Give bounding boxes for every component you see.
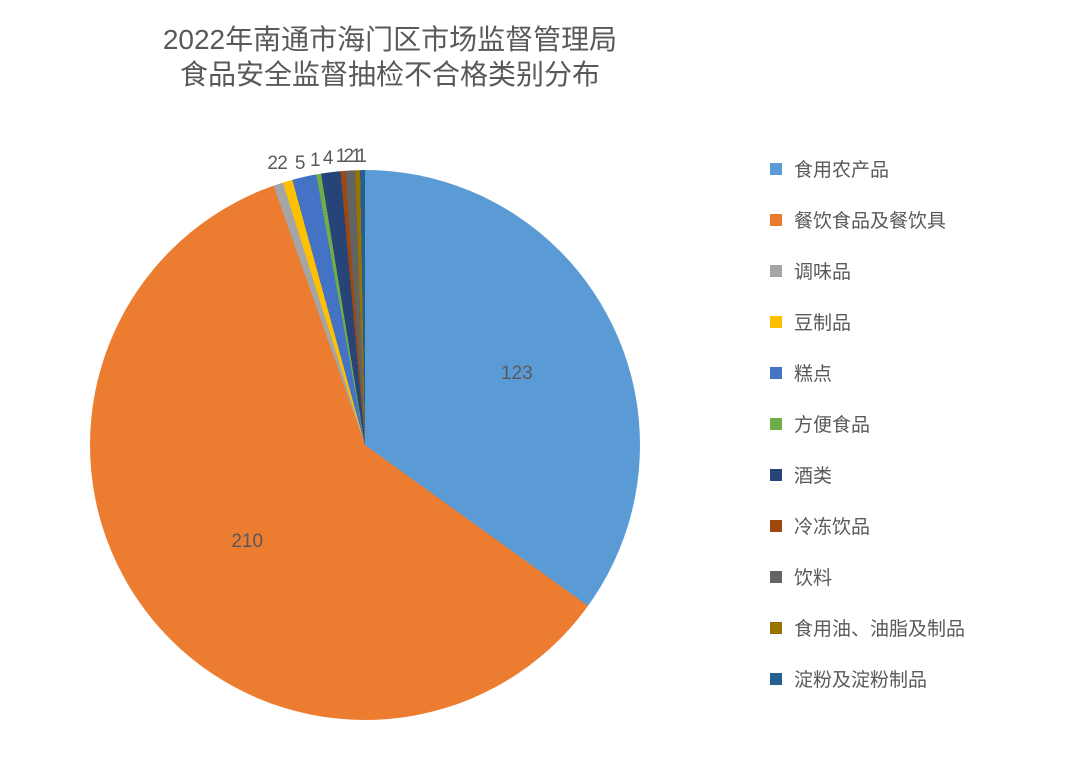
- chart-title: 2022年南通市海门区市场监督管理局 食品安全监督抽检不合格类别分布: [0, 22, 780, 92]
- legend-label: 食用油、油脂及制品: [794, 614, 965, 641]
- legend-swatch: [770, 520, 782, 532]
- legend-swatch: [770, 418, 782, 430]
- legend-swatch: [770, 265, 782, 277]
- data-label: 1: [356, 146, 367, 168]
- legend-swatch: [770, 622, 782, 634]
- legend-label: 淀粉及淀粉制品: [794, 665, 927, 692]
- legend-swatch: [770, 214, 782, 226]
- data-label: 5: [295, 153, 306, 175]
- legend-label: 豆制品: [794, 308, 851, 335]
- legend-swatch: [770, 316, 782, 328]
- legend-item: 糕点: [770, 359, 965, 386]
- data-label: 2: [277, 153, 288, 175]
- legend-item: 方便食品: [770, 410, 965, 437]
- legend-label: 酒类: [794, 461, 832, 488]
- data-label: 4: [323, 148, 334, 170]
- legend-label: 调味品: [794, 257, 851, 284]
- legend-swatch: [770, 163, 782, 175]
- pie-chart-container: 2022年南通市海门区市场监督管理局 食品安全监督抽检不合格类别分布 食用农产品…: [0, 0, 1080, 763]
- legend-swatch: [770, 469, 782, 481]
- legend-item: 饮料: [770, 563, 965, 590]
- legend-item: 淀粉及淀粉制品: [770, 665, 965, 692]
- legend-swatch: [770, 367, 782, 379]
- data-label: 123: [501, 363, 533, 385]
- legend-label: 冷冻饮品: [794, 512, 870, 539]
- legend-item: 酒类: [770, 461, 965, 488]
- legend-swatch: [770, 571, 782, 583]
- chart-legend: 食用农产品餐饮食品及餐饮具调味品豆制品糕点方便食品酒类冷冻饮品饮料食用油、油脂及…: [770, 155, 965, 716]
- legend-item: 餐饮食品及餐饮具: [770, 206, 965, 233]
- legend-label: 方便食品: [794, 410, 870, 437]
- chart-title-line1: 2022年南通市海门区市场监督管理局: [0, 22, 780, 57]
- legend-item: 调味品: [770, 257, 965, 284]
- legend-item: 食用油、油脂及制品: [770, 614, 965, 641]
- legend-label: 餐饮食品及餐饮具: [794, 206, 946, 233]
- legend-item: 食用农产品: [770, 155, 965, 182]
- pie-chart: [90, 170, 640, 720]
- legend-label: 食用农产品: [794, 155, 889, 182]
- chart-title-line2: 食品安全监督抽检不合格类别分布: [0, 57, 780, 92]
- legend-swatch: [770, 673, 782, 685]
- data-label: 210: [231, 531, 263, 553]
- data-label: 1: [310, 150, 321, 172]
- pie-plot-area: [90, 170, 640, 720]
- legend-item: 冷冻饮品: [770, 512, 965, 539]
- legend-label: 饮料: [794, 563, 832, 590]
- legend-label: 糕点: [794, 359, 832, 386]
- legend-item: 豆制品: [770, 308, 965, 335]
